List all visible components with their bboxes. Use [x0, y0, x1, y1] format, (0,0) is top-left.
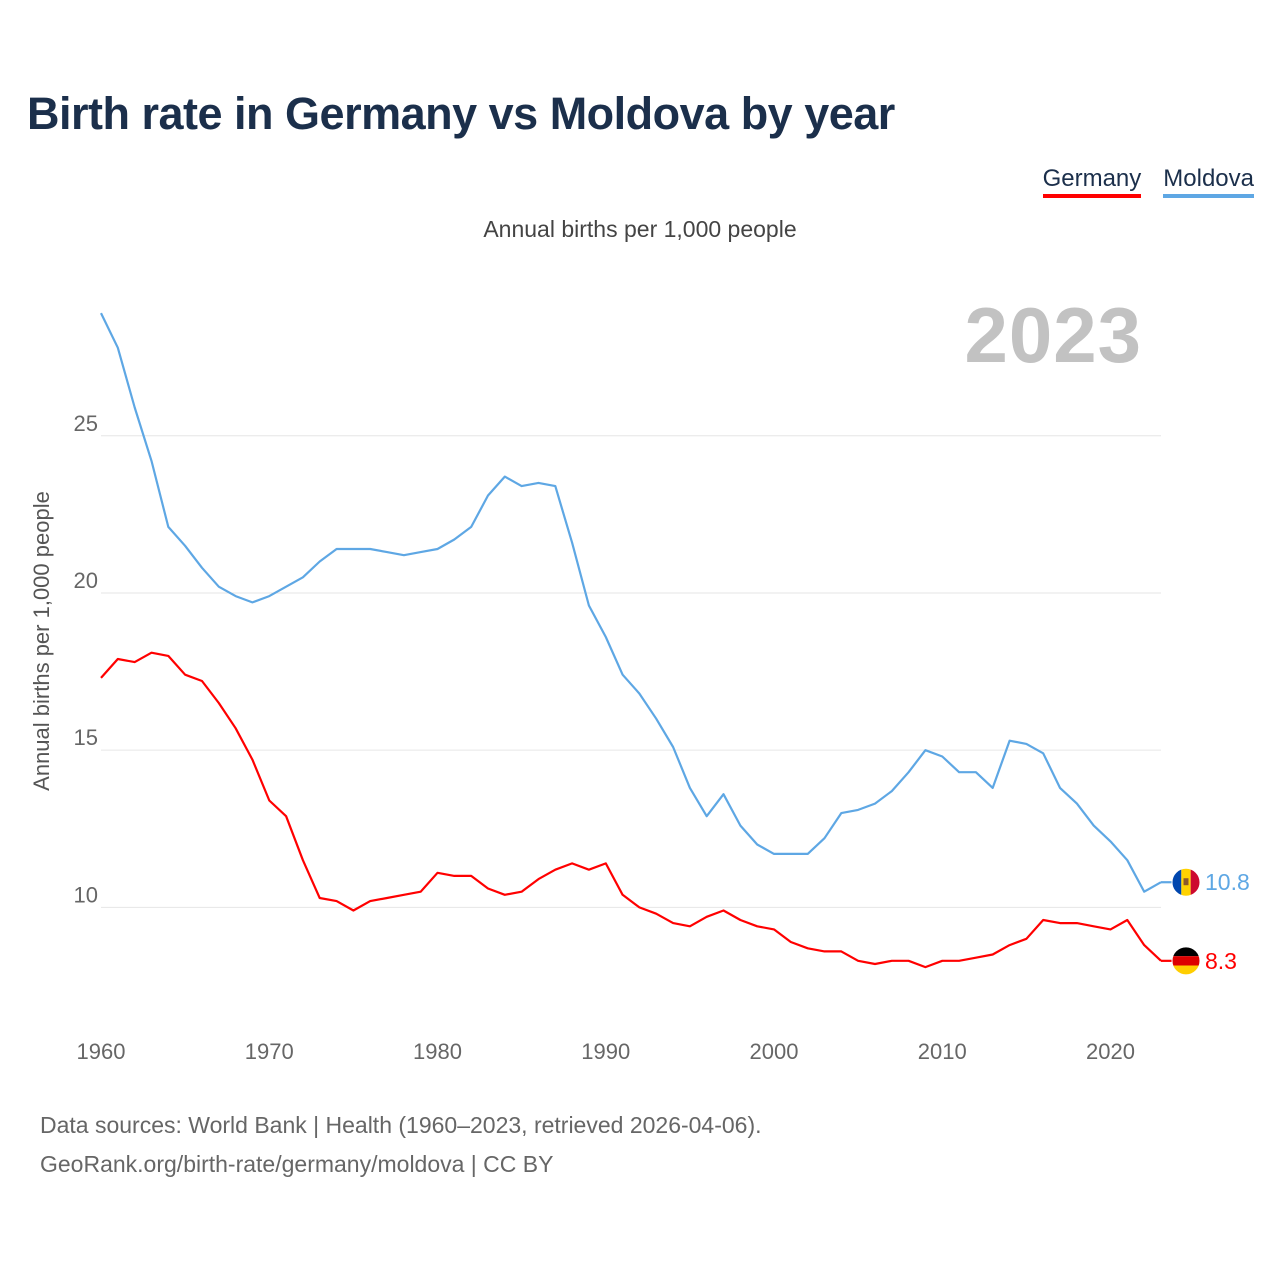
- source-line-1: Data sources: World Bank | Health (1960–…: [40, 1112, 762, 1138]
- x-tick-label: 2020: [1086, 1039, 1135, 1064]
- end-value-label-germany: 8.3: [1205, 948, 1237, 974]
- x-axis-ticks: 1960 1970 1980 1990 2000 2010 2020: [77, 1039, 1135, 1064]
- y-tick-label: 25: [74, 411, 98, 436]
- y-tick-label: 10: [74, 882, 98, 907]
- series-line-germany: [100, 651, 1162, 969]
- end-value-label-moldova: 10.8: [1205, 869, 1250, 895]
- series-line-moldova: [100, 312, 1162, 893]
- legend-item-moldova[interactable]: Moldova: [1163, 166, 1254, 198]
- flag-moldova-icon: [1171, 867, 1201, 897]
- x-tick-label: 1960: [77, 1039, 126, 1064]
- x-tick-label: 2000: [750, 1039, 799, 1064]
- chart-subtitle: Annual births per 1,000 people: [483, 216, 797, 242]
- flag-germany-icon: [1171, 946, 1201, 976]
- x-tick-label: 1970: [245, 1039, 294, 1064]
- source-note: Data sources: World Bank | Health (1960–…: [40, 1106, 762, 1184]
- series-lines: [100, 312, 1172, 969]
- page-title: Birth rate in Germany vs Moldova by year: [27, 88, 895, 139]
- y-axis-title: Annual births per 1,000 people: [29, 491, 54, 791]
- x-tick-label: 2010: [918, 1039, 967, 1064]
- y-tick-label: 15: [74, 725, 98, 750]
- x-tick-label: 1980: [413, 1039, 462, 1064]
- x-tick-label: 1990: [581, 1039, 630, 1064]
- source-line-2: GeoRank.org/birth-rate/germany/moldova |…: [40, 1151, 554, 1177]
- year-stamp: 2023: [964, 291, 1142, 379]
- y-tick-label: 20: [74, 568, 98, 593]
- end-markers: 8.3 10.8: [1171, 867, 1250, 976]
- y-axis-ticks: 10 15 20 25: [74, 411, 98, 908]
- gridlines: [101, 435, 1161, 908]
- legend-item-germany[interactable]: Germany: [1042, 166, 1142, 198]
- legend: Germany Moldova: [1042, 166, 1254, 198]
